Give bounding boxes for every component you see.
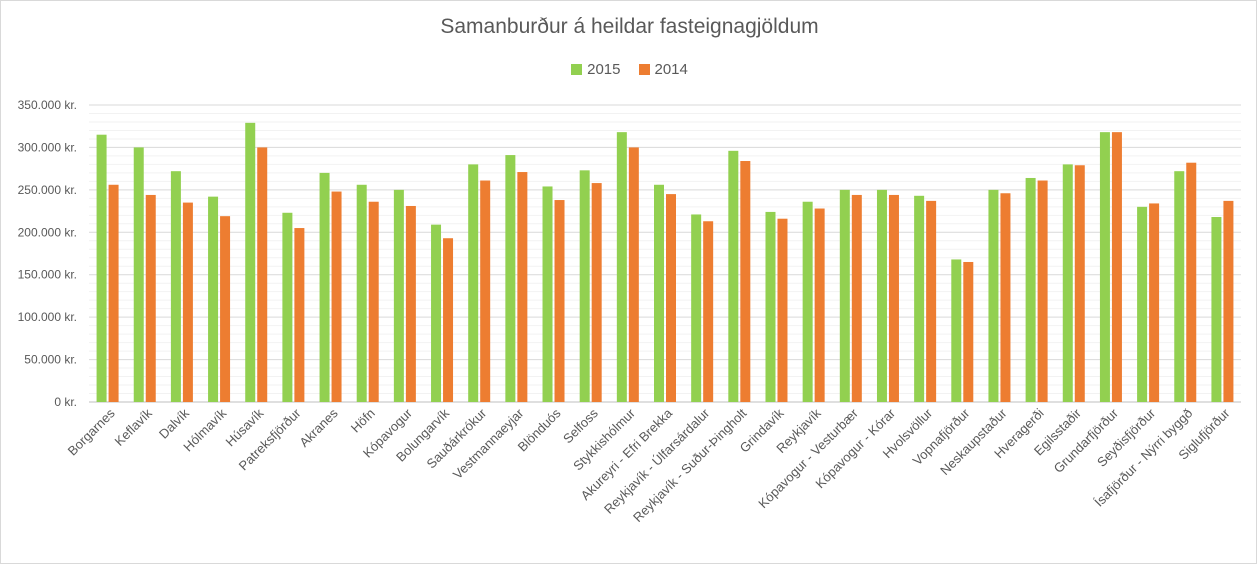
bar-2014 bbox=[777, 218, 788, 402]
bar-2014 bbox=[220, 216, 231, 402]
bar-2015 bbox=[319, 172, 330, 402]
bar-2015 bbox=[914, 195, 925, 402]
bar-2014 bbox=[1000, 193, 1011, 402]
bar-2014 bbox=[703, 221, 714, 402]
bar-2015 bbox=[542, 186, 553, 402]
bar-2015 bbox=[1099, 132, 1110, 402]
bar-2015 bbox=[802, 201, 813, 402]
y-tick-label: 300.000 kr. bbox=[18, 140, 77, 154]
bar-2014 bbox=[331, 191, 342, 402]
bar-2015 bbox=[1062, 164, 1073, 402]
bar-2014 bbox=[257, 147, 268, 402]
legend-item-2015: 2015 bbox=[571, 61, 621, 78]
bar-2015 bbox=[431, 224, 442, 402]
bar-2015 bbox=[728, 150, 739, 402]
bar-2015 bbox=[133, 147, 144, 402]
y-tick-label: 50.000 kr. bbox=[24, 353, 77, 367]
bar-2015 bbox=[1025, 177, 1036, 402]
bar-2015 bbox=[579, 170, 590, 402]
bar-2015 bbox=[876, 189, 887, 402]
bar-2014 bbox=[851, 194, 862, 402]
bar-2015 bbox=[691, 214, 702, 402]
legend-swatch-2014 bbox=[638, 64, 650, 75]
bar-2014 bbox=[1186, 162, 1197, 402]
bar-2014 bbox=[108, 184, 119, 402]
bar-2015 bbox=[96, 134, 107, 402]
bar-2014 bbox=[1074, 165, 1085, 402]
legend-label-2014: 2014 bbox=[654, 61, 688, 78]
y-tick-label: 200.000 kr. bbox=[18, 225, 77, 239]
y-tick-label: 100.000 kr. bbox=[18, 310, 77, 324]
legend-label-2015: 2015 bbox=[587, 61, 621, 78]
bar-2014 bbox=[628, 147, 639, 402]
legend-swatch-2015 bbox=[571, 64, 583, 75]
bar-2014 bbox=[666, 194, 676, 402]
bar-2014 bbox=[443, 238, 454, 402]
y-tick-label: 150.000 kr. bbox=[18, 268, 77, 282]
bar-2015 bbox=[616, 132, 627, 402]
bar-2015 bbox=[208, 196, 219, 402]
bar-2014 bbox=[554, 200, 565, 402]
bar-2015 bbox=[951, 259, 962, 402]
x-tick-label: Akranes bbox=[296, 405, 341, 450]
bar-2014 bbox=[814, 208, 825, 402]
y-tick-label: 250.000 kr. bbox=[18, 183, 77, 197]
bar-2014 bbox=[182, 202, 193, 402]
bar-2015 bbox=[988, 189, 999, 402]
bar-2015 bbox=[356, 184, 367, 402]
bar-2014 bbox=[145, 194, 156, 402]
bar-2015 bbox=[468, 164, 479, 402]
y-tick-label: 350.000 kr. bbox=[18, 98, 77, 112]
bar-2015 bbox=[1137, 206, 1148, 402]
bar-2015 bbox=[245, 122, 256, 402]
legend: 2015 2014 bbox=[1, 61, 1257, 78]
bar-2014 bbox=[888, 194, 899, 402]
bar-2015 bbox=[839, 189, 850, 402]
bar-2015 bbox=[505, 155, 516, 402]
x-tick-label: Höfn bbox=[348, 406, 378, 436]
bar-2014 bbox=[1223, 200, 1234, 402]
bar-2015 bbox=[282, 212, 293, 402]
x-tick-label: Keflavík bbox=[112, 405, 156, 449]
chart-title: Samanburður á heildar fasteignagjöldum bbox=[440, 15, 819, 38]
bar-2014 bbox=[926, 200, 937, 402]
bar-2015 bbox=[170, 171, 181, 402]
bar-2014 bbox=[591, 183, 602, 402]
bar-2014 bbox=[1037, 180, 1048, 402]
bar-2015 bbox=[1211, 217, 1222, 402]
bar-2014 bbox=[963, 261, 974, 402]
bar-2014 bbox=[1149, 203, 1160, 402]
legend-item-2014: 2014 bbox=[638, 61, 688, 78]
x-tick-label: Borgarnes bbox=[65, 405, 118, 458]
bar-2015 bbox=[765, 211, 776, 402]
bar-2014 bbox=[368, 201, 379, 402]
bar-2014 bbox=[517, 172, 528, 402]
bar-2015 bbox=[1174, 171, 1185, 402]
bar-2014 bbox=[480, 180, 491, 402]
bar-2014 bbox=[1111, 132, 1122, 402]
bar-2015 bbox=[393, 189, 404, 402]
x-tick-label: Grundarfjörður bbox=[1051, 405, 1122, 476]
bar-2014 bbox=[294, 228, 305, 402]
bar-2015 bbox=[654, 184, 664, 402]
y-tick-label: 0 kr. bbox=[54, 395, 77, 409]
bar-2014 bbox=[405, 205, 416, 402]
bar-2014 bbox=[740, 161, 751, 402]
